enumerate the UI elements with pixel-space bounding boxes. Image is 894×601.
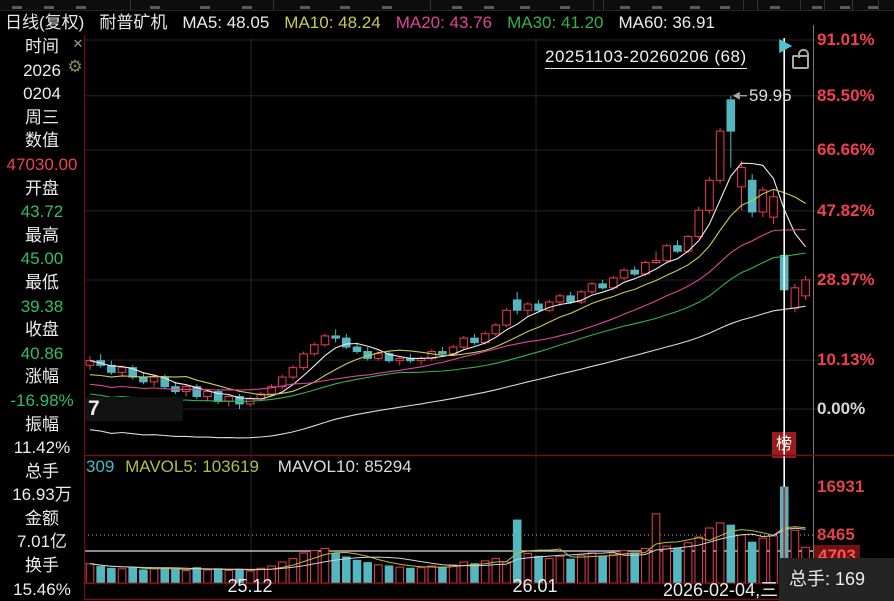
info-row: 16.93万	[12, 485, 72, 505]
percent-axis-label: 47.82%	[817, 200, 875, 220]
info-row: 39.38	[20, 296, 64, 316]
volume-header: 309 MAVOL5: 103619 MAVOL10: 85294	[86, 457, 412, 477]
percent-axis-label: 0.00%	[817, 399, 866, 418]
info-row: 开盘	[25, 178, 59, 198]
x-axis-label: 25.12	[227, 576, 273, 596]
ma-value-2: MA20: 43.76	[395, 13, 493, 32]
percent-axis-label: 91.01%	[817, 30, 875, 49]
ma-value-1: MA10: 48.24	[284, 13, 381, 32]
clipped-menu-text	[382, 6, 392, 9]
info-row: 换手	[25, 556, 59, 576]
info-row: 金额	[25, 508, 59, 528]
info-row: 收盘	[25, 320, 59, 340]
gear-icon[interactable]: ⚙	[67, 57, 83, 76]
clipped-menu-text	[840, 6, 850, 9]
info-row: 7.01亿	[16, 532, 68, 552]
volume-tooltip: 总手: 169	[779, 558, 894, 601]
clipped-menu-text	[812, 6, 822, 9]
info-row: 2026	[23, 60, 61, 80]
info-row: 涨幅	[25, 367, 59, 387]
info-panel: ✕ ⚙ 时间 2026 0204 周三数值 47030.00 开盘 43.72 最高 45.00…	[0, 35, 84, 601]
menu-separator	[800, 0, 801, 10]
clipped-menu-text	[44, 6, 54, 9]
ma-value-4: MA60: 36.91	[618, 13, 715, 32]
menu-separator	[603, 0, 604, 10]
vol-value-fragment: 309	[86, 457, 115, 476]
info-row: 11.42%	[13, 438, 71, 458]
menu-separator	[743, 0, 744, 10]
top-menu-bar[interactable]	[0, 0, 894, 11]
clipped-menu-text	[720, 6, 730, 9]
info-row: 数值	[25, 131, 59, 151]
stray-label: 7	[85, 397, 183, 421]
clipped-menu-text	[452, 6, 462, 9]
menu-separator	[593, 0, 594, 10]
menu-separator	[852, 0, 853, 10]
info-row: -16.98%	[10, 390, 74, 410]
clipped-menu-text	[200, 6, 210, 9]
menu-separator	[130, 0, 131, 10]
info-row: 时间	[25, 37, 59, 56]
info-row: 47030.00	[6, 154, 78, 174]
x-axis-label: 2026-02-04,三 (	[663, 580, 790, 600]
close-icon[interactable]: ✕	[72, 36, 84, 51]
clipped-menu-text	[76, 6, 86, 9]
clipped-menu-text	[484, 6, 494, 9]
info-row: 总手	[25, 461, 59, 481]
clipped-menu-text	[12, 6, 22, 9]
percent-axis-label: 66.66%	[817, 140, 875, 160]
info-row: 45.00	[20, 249, 64, 269]
clipped-menu-text	[300, 6, 310, 9]
menu-separator	[757, 0, 758, 10]
clipped-menu-text	[150, 6, 160, 9]
volume-axis-label: 16931	[817, 477, 865, 496]
clipped-menu-text	[340, 6, 350, 9]
stock-name: 耐普矿机	[99, 13, 168, 32]
menu-separator	[824, 0, 825, 10]
date-range-label[interactable]: 20251103-20260206 (68)	[545, 47, 747, 69]
info-row: 周三	[25, 107, 59, 127]
mavol10-label: MAVOL10: 85294	[277, 457, 412, 476]
chart-header: 日线(复权) 耐普矿机 MA5: 48.05 MA10: 48.24 MA20: 43.…	[5, 11, 745, 35]
clipped-menu-text	[242, 6, 252, 9]
volume-axis-label: 8465	[817, 525, 855, 544]
percent-axis-label: 85.50%	[817, 85, 875, 105]
period-label: 日线(复权)	[5, 13, 85, 32]
clipped-menu-text	[770, 6, 780, 9]
info-panel-rows: 时间 2026 0204 周三数值 47030.00 开盘 43.72 最高 45.00 最低 39…	[0, 35, 84, 601]
info-row: 最高	[25, 225, 59, 245]
percent-axis-label: 28.97%	[817, 270, 875, 289]
ma-value-0: MA5: 48.05	[182, 13, 270, 32]
info-row: 43.72	[20, 202, 64, 222]
x-axis-label: 26.01	[512, 576, 558, 596]
mavol5-label: MAVOL5: 103619	[125, 457, 259, 476]
clipped-menu-text	[652, 6, 662, 9]
info-row: 振幅	[25, 414, 59, 434]
percent-axis-label: 10.13%	[817, 350, 875, 370]
menu-separator	[273, 0, 274, 10]
high-price-label: 59.95	[749, 86, 792, 105]
ma-value-3: MA30: 41.20	[507, 13, 604, 32]
menu-separator	[430, 0, 431, 10]
unlock-icon[interactable]	[792, 49, 809, 69]
ma-values: MA5: 48.05 MA10: 48.24 MA20: 43.76 MA30: 41…	[182, 13, 730, 32]
clipped-menu-text	[620, 6, 630, 9]
info-row: 最低	[25, 272, 59, 292]
info-row: 0204	[23, 84, 61, 104]
clipped-menu-text	[868, 6, 878, 9]
clipped-menu-text	[560, 6, 570, 9]
info-row: 15.46%	[13, 579, 71, 599]
menu-separator	[878, 0, 879, 10]
clipped-menu-text	[690, 6, 700, 9]
info-row: 40.86	[20, 343, 64, 363]
clipped-menu-text	[520, 6, 530, 9]
